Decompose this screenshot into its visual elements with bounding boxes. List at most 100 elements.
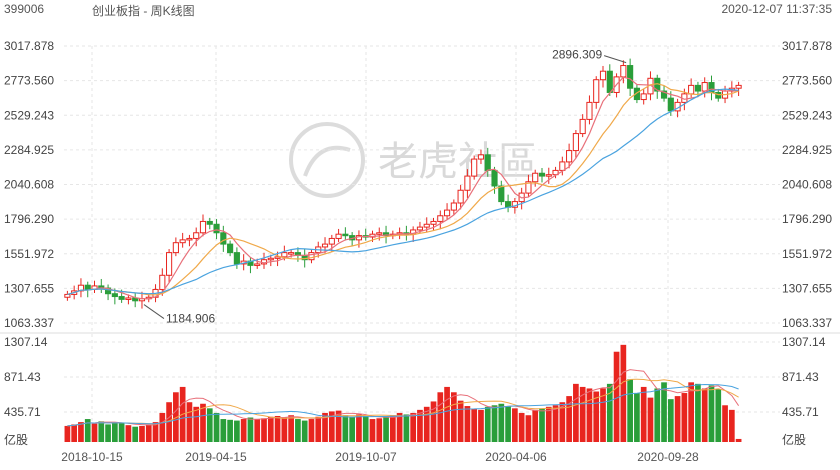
time-tick-label: 2018-10-15 <box>61 450 123 464</box>
candle-body <box>267 257 274 261</box>
candle-body <box>274 256 281 259</box>
volume-bar <box>430 401 437 442</box>
volume-bar <box>478 409 484 442</box>
volume-bar <box>64 425 71 442</box>
candle-body <box>586 101 593 120</box>
volume-bar <box>566 396 572 442</box>
volume-bar <box>403 414 410 442</box>
volume-bar <box>464 406 471 442</box>
candle-body <box>532 172 539 183</box>
volume-bar <box>342 415 349 442</box>
time-tick-label: 2019-10-07 <box>335 450 397 464</box>
volume-bar <box>369 419 376 442</box>
volume-bar <box>722 405 728 442</box>
volume-tick-right: 871.43 <box>782 370 819 384</box>
volume-bar <box>620 344 627 442</box>
candle-body <box>457 189 464 204</box>
candle-body <box>288 252 295 255</box>
volume-bar <box>152 422 159 442</box>
candle-body <box>193 232 200 239</box>
volume-bar <box>254 419 261 442</box>
volume-bar <box>505 406 511 442</box>
volume-bar <box>491 405 498 442</box>
price-tick-left: 2040.608 <box>4 178 54 192</box>
price-tick-right: 1307.655 <box>782 281 832 295</box>
candle-body <box>701 82 708 92</box>
volume-bar <box>247 417 254 442</box>
time-tick-label: 2020-09-28 <box>637 450 699 464</box>
volume-bar <box>417 409 423 442</box>
candle-body <box>477 154 485 160</box>
volume-bar <box>98 421 105 442</box>
volume-bar <box>322 412 328 442</box>
volume-bar <box>145 424 152 442</box>
volume-bar <box>695 383 701 442</box>
volume-bar <box>634 393 640 442</box>
volume-tick-left: 435.71 <box>4 405 41 419</box>
volume-bar <box>498 403 505 442</box>
candle-body <box>328 237 335 245</box>
volume-tick-left: 1307.14 <box>4 335 48 349</box>
chart-title: 创业板指 - 周K线图 <box>92 4 195 18</box>
price-tick-left: 2529.243 <box>4 108 54 122</box>
candle-body <box>491 169 498 187</box>
volume-bar <box>315 416 322 442</box>
price-tick-left: 1796.290 <box>4 212 54 226</box>
candle-body <box>206 220 213 225</box>
volume-bar <box>586 388 593 442</box>
volume-bar <box>647 397 654 442</box>
candle-body <box>660 90 668 99</box>
volume-bar <box>573 383 579 442</box>
low-annotation-leader <box>143 304 165 320</box>
candle-body <box>199 220 207 234</box>
volume-bar <box>295 419 301 442</box>
candle-body <box>450 202 457 211</box>
volume-bar <box>539 408 545 442</box>
candle-body <box>484 154 491 171</box>
volume-bar <box>173 392 179 442</box>
candle-body <box>227 243 234 254</box>
volume-bar <box>667 399 674 442</box>
volume-bar <box>328 411 335 442</box>
volume-bar <box>552 405 559 442</box>
price-tick-left: 1063.337 <box>4 316 54 330</box>
candle-body <box>321 243 329 248</box>
volume-bar <box>728 409 735 442</box>
candle-body <box>335 233 342 239</box>
volume-bar <box>71 424 78 442</box>
volume-unit-right: 亿股 <box>782 432 806 447</box>
volume-bar <box>112 422 118 442</box>
candle-body <box>233 252 240 265</box>
candle-body <box>443 209 451 217</box>
volume-bar <box>349 416 355 442</box>
candle-body <box>525 181 532 194</box>
high-annotation: 2896.309 <box>552 48 602 62</box>
price-tick-left: 3017.878 <box>4 39 54 53</box>
price-tick-right: 1063.337 <box>782 316 832 330</box>
volume-bar <box>579 386 586 442</box>
volume-bar <box>376 418 383 442</box>
volume-bar <box>213 412 220 442</box>
volume-bar <box>735 438 742 442</box>
volume-bar <box>661 382 667 442</box>
price-tick-right: 2040.608 <box>782 178 832 192</box>
candle-body <box>538 172 546 177</box>
candle-body <box>416 226 424 231</box>
volume-bar <box>118 422 125 442</box>
candle-body <box>220 232 227 245</box>
volume-bar <box>356 414 362 442</box>
watermark-text: 老虎社區 <box>378 140 538 184</box>
candle-body <box>111 293 118 298</box>
candle-body <box>254 263 261 266</box>
volume-bar <box>105 424 111 442</box>
volume-bar <box>471 409 478 442</box>
candle-body <box>735 84 742 89</box>
candle-body <box>464 175 471 191</box>
candle-body <box>166 252 173 276</box>
volume-bar <box>240 419 247 442</box>
volume-bar <box>444 386 450 442</box>
volume-bar <box>512 408 518 442</box>
volume-bar <box>335 410 342 442</box>
volume-bar <box>525 415 532 442</box>
